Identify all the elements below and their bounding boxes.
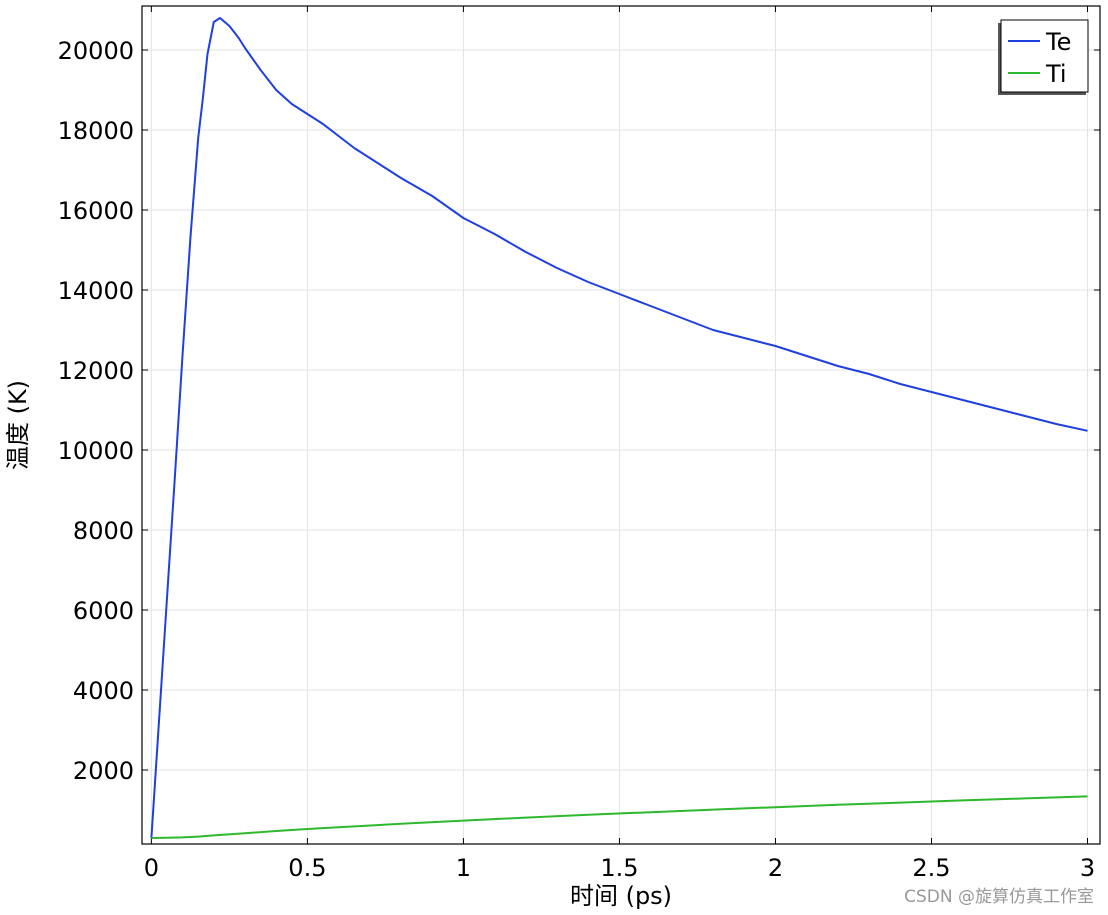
- y-tick-label: 8000: [73, 517, 134, 545]
- series-line-ti: [151, 795, 1088, 839]
- grid-lines: [142, 6, 1100, 844]
- y-tick-label: 20000: [58, 37, 134, 65]
- y-tick-label: 14000: [58, 277, 134, 305]
- x-tick-label: 1: [456, 854, 471, 882]
- y-tick-labels: 2000 4000 6000 8000 10000 12000 14000 16000 1800…: [58, 37, 134, 785]
- legend-box: [1000, 19, 1089, 93]
- x-tick-label: 1.5: [600, 854, 638, 882]
- x-tick-label: 0: [144, 854, 159, 882]
- legend-label-ti: Ti: [1045, 60, 1067, 88]
- x-tick-label: 3: [1080, 854, 1095, 882]
- watermark: CSDN @旋算仿真工作室: [904, 887, 1094, 907]
- y-tick-label: 2000: [73, 757, 134, 785]
- x-tick-labels: 0 0.5 1 1.5 2 2.5 3: [144, 854, 1095, 882]
- y-tick-label: 10000: [58, 437, 134, 465]
- y-axis-label: 温度 (K): [4, 380, 32, 470]
- legend: Te Ti: [998, 19, 1089, 95]
- y-tick-label: 4000: [73, 677, 134, 705]
- y-tick-label: 16000: [58, 197, 134, 225]
- series-lines: [150, 17, 1088, 839]
- plot-frame: [141, 5, 1101, 845]
- y-tick-label: 18000: [58, 117, 134, 145]
- x-tick-label: 2.5: [912, 854, 950, 882]
- series-line-te: [150, 17, 1088, 839]
- x-tick-label: 0.5: [288, 854, 326, 882]
- x-tick-label: 2: [768, 854, 783, 882]
- legend-label-te: Te: [1045, 28, 1071, 56]
- y-tick-label: 12000: [58, 357, 134, 385]
- tick-marks: [142, 6, 1100, 844]
- y-tick-label: 6000: [73, 597, 134, 625]
- x-axis-label: 时间 (ps): [570, 882, 672, 910]
